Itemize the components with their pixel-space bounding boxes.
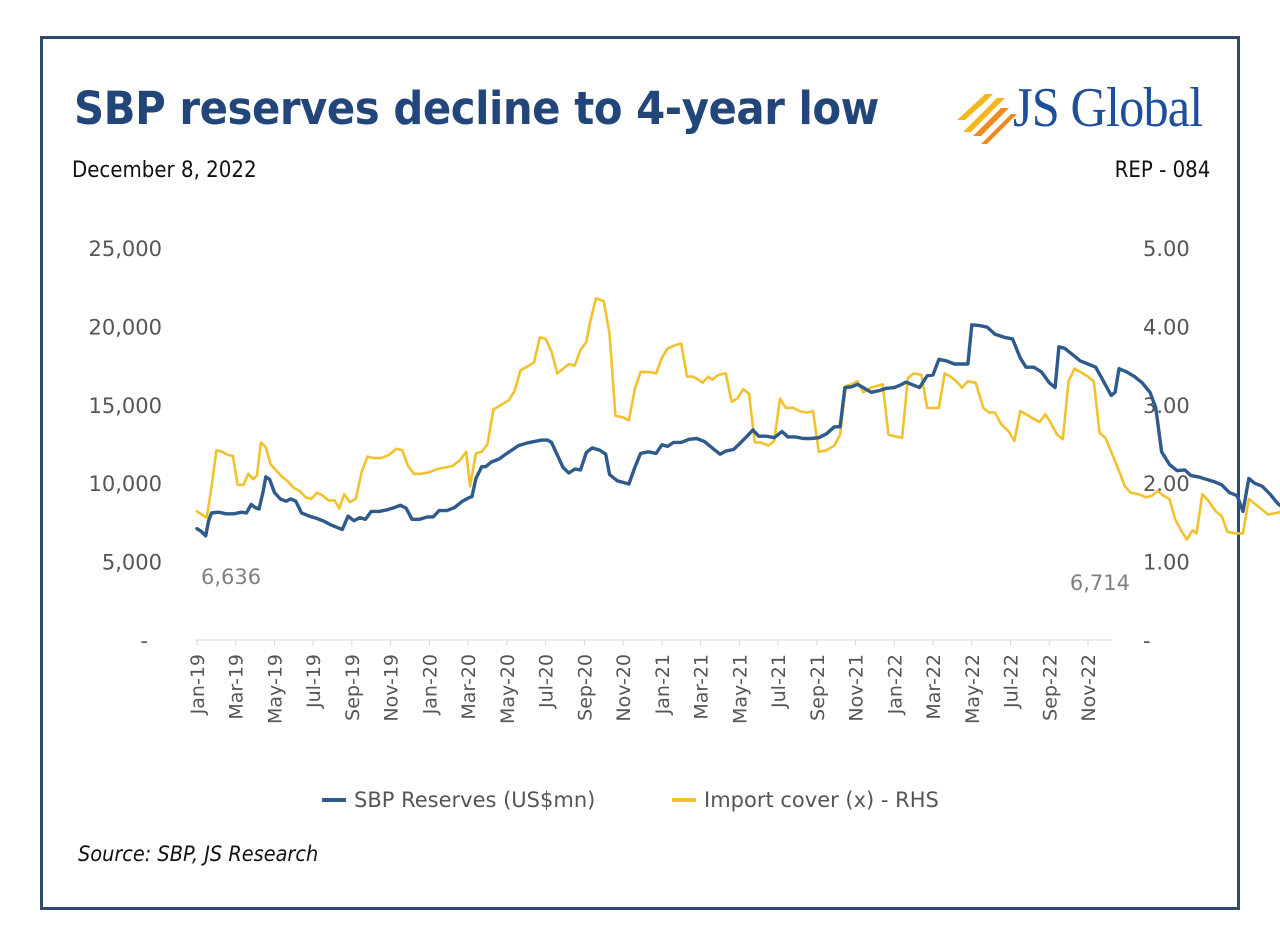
- x-tick-label: Nov-20: [613, 654, 635, 722]
- y-axis-left: - 5,000 10,000 15,000 20,000 25,000: [89, 237, 162, 653]
- logo-text: JS Global: [1013, 77, 1203, 139]
- end-value-label: 6,714: [1070, 571, 1130, 595]
- report-frame: [40, 36, 1240, 910]
- x-tick-label: May-20: [497, 654, 519, 724]
- y-right-tick-label: 1.00: [1143, 551, 1190, 575]
- legend-label-import-cover: Import cover (x) - RHS: [704, 788, 939, 812]
- x-tick-label: Sep-21: [807, 654, 829, 721]
- y-left-tick-label: 25,000: [89, 237, 162, 261]
- y-left-tick-label: 10,000: [89, 472, 162, 496]
- y-left-tick-label: 20,000: [89, 315, 162, 339]
- y-left-tick-label: 5,000: [102, 551, 162, 575]
- x-axis: Jan-19 Mar-19 May-19 Jul-19 Sep-19 Nov-19 Jan-…: [187, 639, 1112, 724]
- x-tick-label: Jul-22: [1001, 654, 1023, 709]
- x-tick-label: Mar-21: [691, 654, 713, 720]
- start-value-label: 6,636: [201, 565, 261, 589]
- series-layer: [195, 296, 1280, 541]
- series-line-import-cover: [195, 296, 1280, 541]
- report-date: December 8, 2022: [72, 158, 257, 183]
- x-tick-label: Mar-19: [226, 654, 248, 720]
- source-note: Source: SBP, JS Research: [78, 842, 319, 866]
- x-tick-label: Sep-19: [342, 654, 364, 721]
- x-tick-label: Jan-21: [652, 654, 674, 715]
- x-tick-label: May-22: [962, 654, 984, 724]
- legend-item-import-cover: Import cover (x) - RHS: [672, 788, 939, 812]
- report-id: REP - 084: [1114, 158, 1210, 183]
- y-axis-right: - 1.00 2.00 3.00 4.00 5.00: [1143, 237, 1190, 653]
- x-tick-label: Jan-22: [884, 654, 906, 715]
- x-tick-label: Jul-20: [536, 654, 558, 709]
- legend-swatch-import-cover: [672, 798, 696, 802]
- x-tick-label: May-21: [729, 654, 751, 724]
- x-tick-label: Sep-20: [574, 654, 596, 721]
- legend-swatch-reserves: [322, 798, 346, 802]
- x-tick-label: Mar-20: [458, 654, 480, 720]
- y-left-tick-label: -: [140, 629, 148, 653]
- x-tick-label: May-19: [264, 654, 286, 724]
- y-left-tick-label: 15,000: [89, 394, 162, 418]
- y-right-tick-label: 4.00: [1143, 315, 1190, 339]
- y-right-tick-label: -: [1143, 629, 1151, 653]
- legend-label-reserves: SBP Reserves (US$mn): [354, 788, 596, 812]
- js-global-logo: JS Global: [955, 77, 1235, 150]
- x-tick-label: Nov-19: [381, 654, 403, 722]
- annotation-layer: 6,636 6,714: [201, 565, 1130, 595]
- x-tick-label: Mar-22: [923, 654, 945, 720]
- y-right-tick-label: 3.00: [1143, 394, 1190, 418]
- x-tick-label: Nov-22: [1078, 654, 1100, 722]
- y-right-tick-label: 5.00: [1143, 237, 1190, 261]
- x-tick-label: Jan-19: [187, 654, 209, 715]
- x-tick-label: Nov-21: [846, 654, 868, 722]
- diagonal-stripes-icon: [957, 94, 1017, 144]
- y-right-tick-label: 2.00: [1143, 472, 1190, 496]
- x-tick-label: Sep-22: [1039, 654, 1061, 721]
- x-tick-label: Jul-19: [303, 654, 325, 709]
- page-title: SBP reserves decline to 4-year low: [74, 82, 879, 135]
- chart-legend: SBP Reserves (US$mn) Import cover (x) - …: [0, 788, 1280, 818]
- legend-item-reserves: SBP Reserves (US$mn): [322, 788, 595, 812]
- series-line-reserves: [195, 323, 1280, 538]
- x-tick-label: Jan-20: [419, 654, 441, 715]
- x-tick-label: Jul-21: [768, 654, 790, 709]
